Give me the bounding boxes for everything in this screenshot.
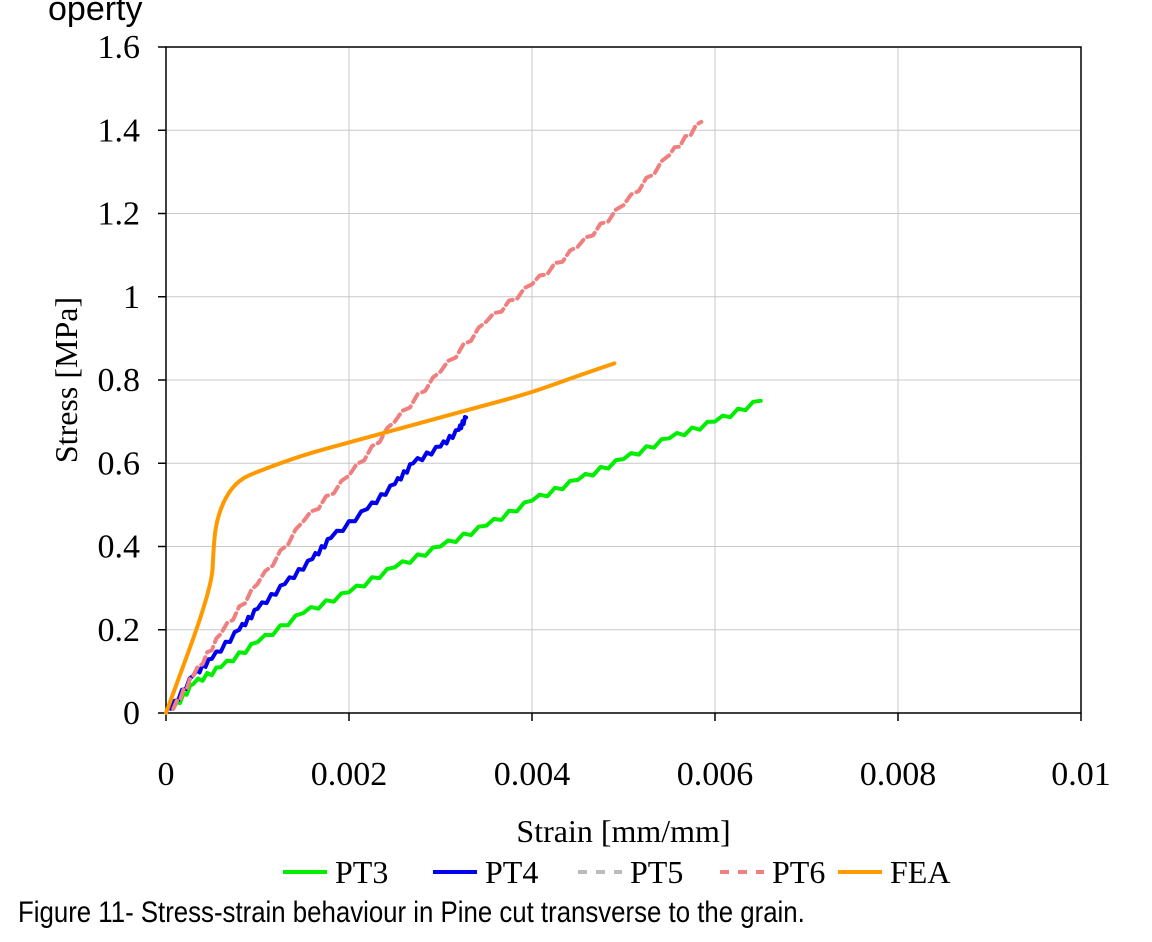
legend-label-pt6: PT6: [772, 854, 825, 890]
legend-label-pt4: PT4: [485, 854, 538, 890]
y-tick-label: 0: [123, 695, 140, 732]
x-tick-label: 0.008: [860, 756, 937, 793]
series-line-pt3: [171, 398, 763, 711]
y-tick-label: 1.6: [98, 29, 141, 66]
series-lines: [164, 119, 763, 715]
legend: PT3 PT4 PT5 PT6 FEA: [283, 854, 950, 890]
x-tick-label: 0.004: [494, 756, 571, 793]
x-tick-label: 0.01: [1051, 756, 1111, 793]
axis-ticks: 0 0.002 0.004 0.006 0.008 0.01 0 0.2 0.4 0.6 0.8 1 1…: [98, 29, 1111, 793]
series-line-pt6: [171, 119, 704, 711]
series-line-pt4: [168, 415, 469, 711]
legend-label-fea: FEA: [890, 854, 950, 890]
y-tick-label: 0.2: [98, 612, 141, 649]
y-tick-label: 1.2: [98, 196, 141, 233]
gridlines: [166, 47, 1081, 713]
y-tick-label: 1.4: [98, 112, 141, 149]
y-axis-title: Stress [MPa]: [48, 297, 84, 463]
series-line-fea: [164, 361, 617, 715]
y-tick-label: 0.6: [98, 445, 141, 482]
legend-label-pt5: PT5: [630, 854, 683, 890]
y-tick-label: 0.4: [98, 529, 141, 566]
y-tick-label: 0.8: [98, 362, 141, 399]
x-tick-label: 0: [158, 756, 175, 793]
x-axis-title: Strain [mm/mm]: [516, 813, 730, 849]
figure-caption: Figure 11- Stress-strain behaviour in Pi…: [18, 896, 805, 929]
y-tick-label: 1: [123, 279, 140, 316]
x-tick-label: 0.006: [677, 756, 754, 793]
x-tick-label: 0.002: [311, 756, 388, 793]
legend-label-pt3: PT3: [335, 854, 388, 890]
partial-heading: operty: [48, 0, 143, 28]
